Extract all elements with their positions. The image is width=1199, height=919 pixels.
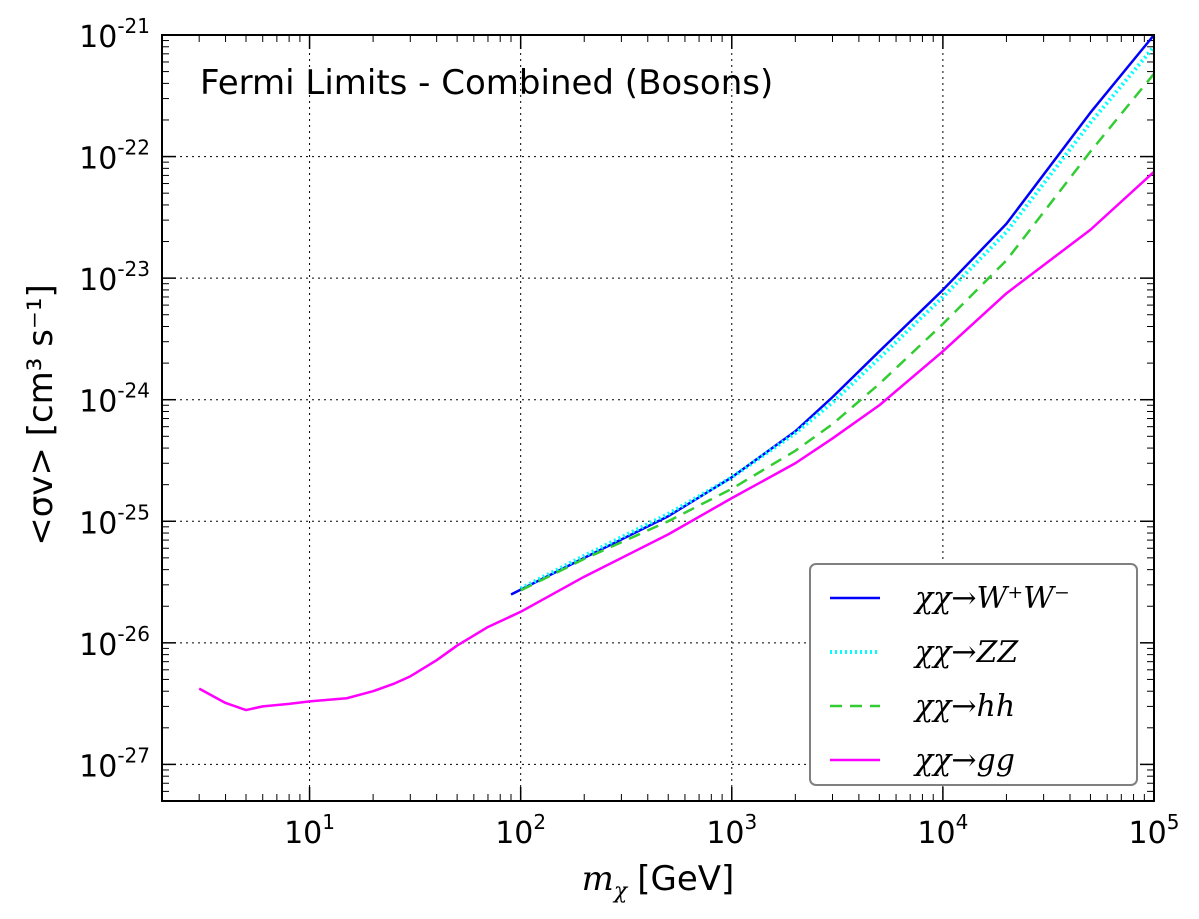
chart-title: Fermi Limits - Combined (Bosons) [200,63,773,103]
legend-label-2: χχ→ZZ [913,635,1019,670]
legend-label-4: χχ→gg [913,743,1015,778]
minor-ticks [162,35,1154,801]
x-tick-label: 102 [495,810,546,851]
y-tick-label: 10-25 [79,500,150,541]
series-line-1 [510,35,1154,596]
x-tick-label: 104 [917,810,968,851]
y-axis-title: <σv> [cm³ s⁻¹] [21,284,61,546]
y-tick-label: 10-23 [79,257,150,298]
y-tick-label: 10-27 [79,743,150,784]
x-tick-labels: 101 102 103 104 105 [284,810,1179,851]
y-tick-label: 10-22 [79,136,150,177]
legend: χχ→W⁺W⁻ χχ→ZZ χχ→hh χχ→gg [809,563,1138,786]
y-tick-label: 10-26 [79,622,150,663]
x-tick-label: 101 [284,810,335,851]
grid-lines [162,35,1154,801]
legend-box [809,563,1138,786]
x-tick-label: 105 [1129,810,1180,851]
plot-frame [161,34,1155,802]
series-layer [198,35,1154,712]
legend-label-3: χχ→hh [913,689,1015,724]
y-tick-label: 10-24 [79,379,150,420]
series-line-4 [198,170,1154,712]
legend-label-1: χχ→W⁺W⁻ [913,581,1070,616]
y-tick-labels: 10-27 10-26 10-25 10-24 10-23 10-22 10-21 [79,14,150,784]
x-tick-label: 103 [706,810,757,851]
x-axis-title: mχ [GeV] [582,859,735,904]
y-tick-label: 10-21 [79,14,150,55]
